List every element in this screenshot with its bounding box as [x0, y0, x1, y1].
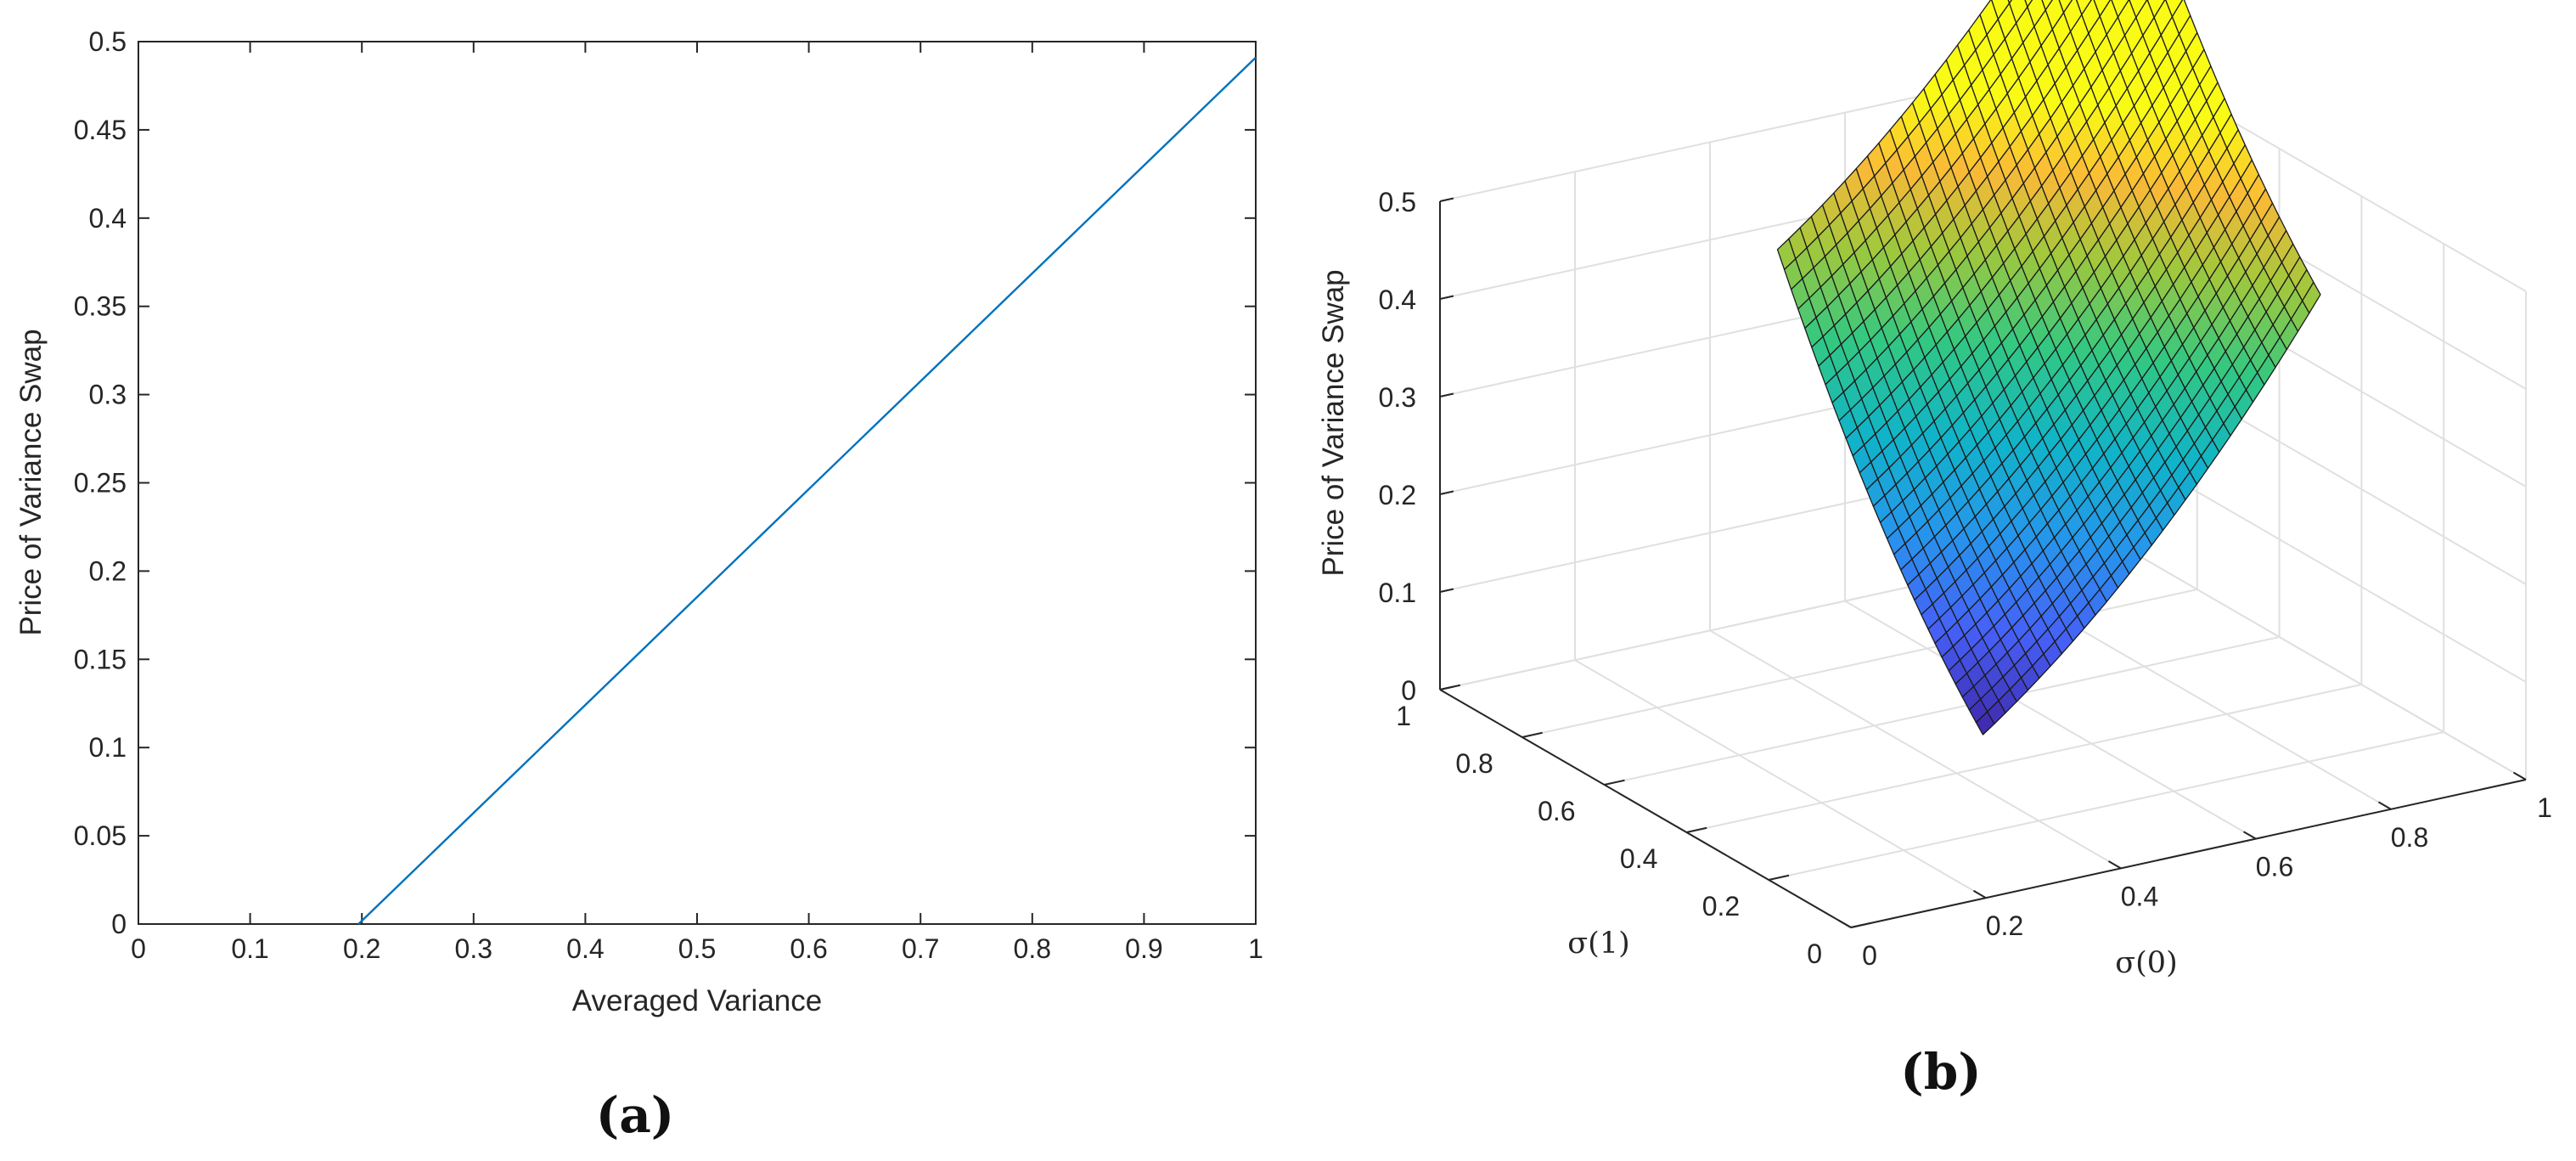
floor-grid-line: [1686, 684, 2362, 833]
xtick-label-a: 1: [1248, 933, 1263, 964]
ytick-mark-b: [1768, 874, 1790, 881]
ytick-label-a: 0: [111, 909, 127, 939]
xtick-label-b: 0.6: [2256, 852, 2293, 882]
xtick-label-a: 0: [131, 933, 146, 964]
axes-box-a: [138, 41, 1257, 925]
ztick-label-b: 0.3: [1379, 382, 1416, 413]
floor-grid-line: [1604, 636, 2280, 786]
floor-grid-line: [1844, 600, 2257, 840]
xtick-label-a: 0.8: [1014, 933, 1051, 964]
ytick-label-a: 0.45: [74, 115, 127, 145]
ztick-label-b: 0.2: [1379, 480, 1416, 510]
xtick-label-a: 0.1: [231, 933, 268, 964]
ztick-mark-b: [1439, 197, 1454, 202]
ytick-label-b: 0.4: [1620, 843, 1657, 874]
xtick-label-b: 0.4: [2121, 881, 2158, 911]
ytick-mark-b: [1686, 826, 1707, 833]
xtick-label-a: 0.3: [455, 933, 492, 964]
series-line-a: [357, 56, 1257, 925]
b-surface: [1776, 0, 2321, 735]
ytick-mark-b: [1850, 921, 1872, 928]
xtick-mark-b: [1837, 919, 1852, 928]
xlabel-a: Averaged Variance: [572, 984, 822, 1017]
surface-patch: [1975, 711, 1995, 735]
ytick-label-a: 0.4: [89, 203, 127, 234]
ytick-label-a: 0.35: [74, 291, 127, 322]
ztick-label-b: 0.4: [1379, 285, 1416, 315]
xtick-mark-b: [2377, 801, 2392, 810]
caption-b: (b): [1900, 1043, 1981, 1101]
xtick-label-a: 0.7: [902, 933, 939, 964]
ytick-mark-b: [1604, 779, 1625, 786]
xtick-label-a: 0.9: [1125, 933, 1162, 964]
ytick-label-a: 0.15: [74, 644, 127, 674]
panel-a: 0 0.1 0.2 0.3 0.4 0.5 0.6 0.7 0.8 0.9 1 0 0.05 0.1 0.1…: [14, 26, 1263, 1144]
ytick-label-b: 0.8: [1455, 748, 1493, 779]
ylabel-b: σ(1): [1567, 927, 1629, 961]
ytick-label-a: 0.2: [89, 555, 127, 586]
ztick-label-b: 0.5: [1379, 187, 1416, 217]
xtick-mark-b: [1972, 889, 1987, 899]
b-axes: 00.20.40.60.8100.20.40.60.8100.10.20.30.…: [1379, 187, 2552, 971]
ytick-label-a: 0.5: [89, 26, 127, 57]
ytick-label-b: 0.6: [1538, 796, 1575, 826]
floor-grid-line: [1768, 731, 2444, 881]
xtick-label-b: 0.8: [2391, 822, 2428, 853]
xtick-label-a: 0.6: [790, 933, 827, 964]
zlabel-b: Price of Variance Swap: [1317, 269, 1350, 576]
xlabel-b: σ(0): [2115, 946, 2177, 980]
a-ticks: 0 0.1 0.2 0.3 0.4 0.5 0.6 0.7 0.8 0.9 1 0 0.05 0.1 0.1…: [74, 26, 1263, 964]
ztick-label-b: 0.1: [1379, 578, 1416, 608]
x-axis-line-b: [1850, 779, 2527, 928]
y-axis-line-b: [1439, 689, 1852, 928]
xtick-label-b: 0: [1862, 940, 1877, 971]
ytick-label-a: 0.3: [89, 380, 127, 410]
ytick-label-b: 1: [1396, 701, 1411, 731]
floor-grid-line: [1574, 659, 1987, 899]
caption-a: (a): [596, 1086, 674, 1144]
ztick-mark-b: [1439, 588, 1454, 593]
ytick-label-b: 0: [1807, 938, 1822, 969]
ytick-mark-b: [1521, 731, 1543, 738]
wall-grid-line: [2114, 541, 2527, 781]
surface-patch: [2041, 0, 2053, 11]
xtick-label-b: 0.2: [1986, 910, 2023, 941]
ztick-mark-b: [1439, 295, 1454, 300]
ytick-label-b: 0.2: [1702, 891, 1740, 921]
ztick-mark-b: [1439, 490, 1454, 495]
xtick-label-a: 0.4: [566, 933, 604, 964]
xtick-label-b: 1: [2537, 792, 2552, 823]
ztick-mark-b: [1439, 392, 1454, 397]
ytick-label-a: 0.25: [74, 468, 127, 499]
xtick-label-a: 0.5: [678, 933, 716, 964]
xtick-mark-b: [2512, 771, 2527, 781]
ytick-label-a: 0.1: [89, 732, 127, 763]
xtick-label-a: 0.2: [343, 933, 380, 964]
xtick-mark-b: [2242, 831, 2257, 840]
xtick-mark-b: [2107, 860, 2122, 870]
panel-b: 00.20.40.60.8100.20.40.60.8100.10.20.30.…: [1317, 0, 2552, 1101]
floor-grid-line: [1709, 629, 2122, 870]
ztick-mark-b: [1439, 685, 1454, 690]
ylabel-a: Price of Variance Swap: [14, 329, 48, 635]
ztick-label-b: 0: [1401, 675, 1416, 706]
ytick-label-a: 0.05: [74, 820, 127, 851]
